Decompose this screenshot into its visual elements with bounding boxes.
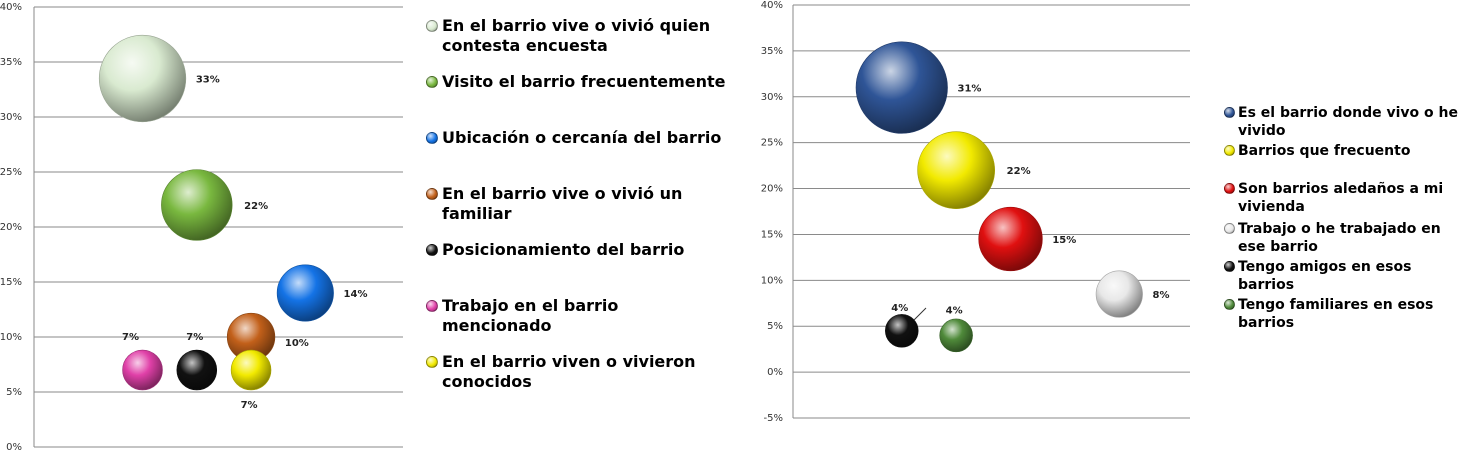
y-tick-label: 20% — [761, 184, 783, 195]
legend-label: Trabajo en el barrio mencionado — [442, 296, 619, 335]
bubble — [230, 349, 272, 391]
data-label: 33% — [196, 75, 220, 86]
data-label: 7% — [186, 332, 203, 343]
chart-left: 0% 5% 10% 15% 20% 25% 30% 35% 40% 33% 22% 14% 10% 7% 7… — [0, 2, 403, 452]
y-tick-label: -5% — [764, 413, 783, 424]
legend-item: Visito el barrio frecuentemente — [426, 72, 726, 92]
bubble — [276, 264, 334, 322]
legend-marker-icon — [426, 356, 438, 368]
data-label: 4% — [946, 305, 963, 316]
legend-marker-icon — [1224, 107, 1235, 118]
legend-marker-icon — [1224, 299, 1235, 310]
y-tick-label: 40% — [0, 2, 22, 13]
bubble — [122, 349, 163, 391]
y-tick-label: 10% — [761, 275, 783, 286]
legend-marker-icon — [1224, 183, 1235, 194]
legend-item: Son barrios aledaños a mi vivienda — [1224, 180, 1464, 216]
y-tick-label: 0% — [6, 442, 22, 452]
legend-marker-icon — [426, 244, 438, 256]
legend-marker-icon — [426, 188, 438, 200]
legend-item: Tengo amigos en esos barrios — [1224, 258, 1464, 294]
legend-label: En el barrio viven o vivieron conocidos — [442, 352, 696, 391]
y-tick-label: 0% — [767, 367, 783, 378]
y-tick-label: 5% — [767, 321, 783, 332]
bubble — [855, 41, 948, 134]
y-tick-label: 15% — [761, 229, 783, 240]
legend-marker-icon — [426, 76, 438, 88]
data-label: 7% — [122, 332, 139, 343]
legend-label: Trabajo o he trabajado en ese barrio — [1238, 221, 1441, 255]
bubble — [885, 314, 919, 348]
legend-item: En el barrio vive o vivió quien contesta… — [426, 16, 726, 56]
legend-item: Posicionamiento del barrio — [426, 240, 726, 260]
bubble — [161, 169, 233, 241]
legend-item: En el barrio viven o vivieron conocidos — [426, 352, 726, 392]
bubble — [1095, 270, 1143, 318]
y-tick-label: 15% — [0, 277, 22, 288]
leader-line — [913, 307, 927, 321]
data-label: 7% — [241, 400, 258, 411]
y-tick-label: 30% — [761, 92, 783, 103]
legend-item: Barrios que frecuento — [1224, 142, 1464, 160]
legend-item: Tengo familiares en esos barrios — [1224, 296, 1464, 332]
legend-item: Es el barrio donde vivo o he vivido — [1224, 104, 1464, 140]
bubble — [978, 206, 1043, 272]
y-tick-label: 40% — [761, 0, 783, 11]
legend-item: Trabajo en el barrio mencionado — [426, 296, 726, 336]
data-label: 4% — [891, 303, 908, 314]
bubble — [917, 131, 995, 210]
data-label: 31% — [958, 84, 982, 95]
legend-label: En el barrio vive o vivió quien contesta… — [442, 16, 711, 55]
legend-item: Ubicación o cercanía del barrio — [426, 128, 726, 148]
legend-label: En el barrio vive o vivió un familiar — [442, 184, 683, 223]
y-tick-label: 25% — [0, 167, 22, 178]
y-tick-label: 35% — [761, 46, 783, 57]
data-label: 15% — [1052, 235, 1076, 246]
legend-label: Tengo amigos en esos barrios — [1238, 259, 1412, 293]
legend-marker-icon — [1224, 261, 1235, 272]
legend-item: En el barrio vive o vivió un familiar — [426, 184, 726, 224]
y-tick-label: 20% — [0, 222, 22, 233]
data-label: 10% — [285, 338, 309, 349]
legend-label: Ubicación o cercanía del barrio — [442, 128, 722, 147]
data-label: 22% — [1007, 166, 1031, 177]
y-tick-label: 5% — [6, 387, 22, 398]
legend-label: Barrios que frecuento — [1238, 143, 1411, 159]
y-tick-label: 25% — [761, 138, 783, 149]
legend-label: Visito el barrio frecuentemente — [442, 72, 726, 91]
legend-marker-icon — [426, 20, 438, 32]
bubble — [939, 318, 973, 353]
y-tick-label: 35% — [0, 57, 22, 68]
data-label: 14% — [344, 289, 368, 300]
y-tick-label: 10% — [0, 332, 22, 343]
legend-label: Son barrios aledaños a mi vivienda — [1238, 181, 1444, 215]
legend-marker-icon — [426, 132, 438, 144]
legend-marker-icon — [1224, 145, 1235, 156]
legend-label: Es el barrio donde vivo o he vivido — [1238, 105, 1459, 139]
legend-marker-icon — [426, 300, 438, 312]
y-tick-label: 30% — [0, 112, 22, 123]
bubble — [98, 34, 187, 123]
data-label: 8% — [1153, 290, 1170, 301]
bubble — [176, 349, 218, 391]
chart-right: -5% 0% 5% 10% 15% 20% 25% 30% 35% 40% 31% 22% 15% 8% 4… — [761, 0, 1190, 424]
legend-label: Posicionamiento del barrio — [442, 240, 685, 259]
legend-item: Trabajo o he trabajado en ese barrio — [1224, 220, 1464, 256]
data-label: 22% — [244, 201, 268, 212]
legend-label: Tengo familiares en esos barrios — [1238, 297, 1434, 331]
legend-marker-icon — [1224, 223, 1235, 234]
